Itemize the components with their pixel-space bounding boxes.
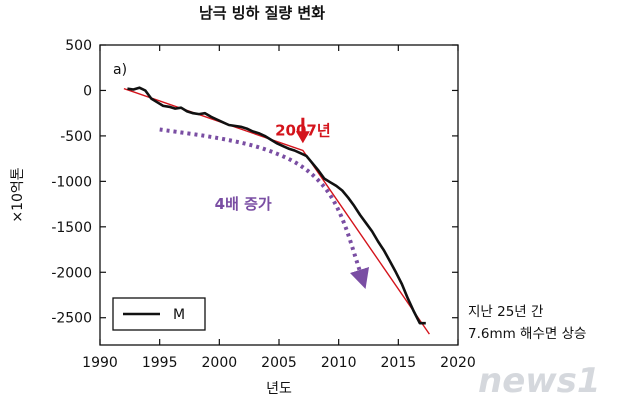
y-tick-label: -2000 <box>51 265 92 281</box>
x-tick-label: 2000 <box>202 355 238 371</box>
x-axis-ticks: 1990 1995 2000 2005 2010 2015 2020 <box>82 45 476 371</box>
y-axis-label: ×10억톤 <box>10 167 26 222</box>
news1-watermark: news1 <box>478 361 601 401</box>
x-axis-label: 년도 <box>266 381 292 397</box>
x-tick-label: 2005 <box>261 355 297 371</box>
legend: M <box>112 297 206 331</box>
red-arrow-icon <box>295 131 310 144</box>
y-tick-label: 0 <box>83 83 92 99</box>
mass-series-line <box>127 86 426 325</box>
x-tick-label: 2010 <box>321 355 357 371</box>
y-tick-label: -1000 <box>51 174 92 190</box>
note-line-2: 7.6mm 해수면 상승 <box>468 326 586 342</box>
y-axis-ticks: 500 0 -500 -1000 -1500 -2000 -2500 <box>51 38 458 327</box>
x-tick-label: 2015 <box>381 355 417 371</box>
annotation-2007: 2007년 <box>275 121 331 139</box>
legend-label-m: M <box>173 307 185 323</box>
chart-title: 남극 빙하 질량 변화 <box>199 4 325 22</box>
x-tick-label: 1990 <box>82 355 118 371</box>
y-tick-label: -500 <box>60 129 92 145</box>
note-line-1: 지난 25년 간 <box>468 304 543 320</box>
x-tick-label: 2020 <box>440 355 476 371</box>
y-tick-label: -1500 <box>51 220 92 236</box>
y-tick-label: 500 <box>65 38 92 54</box>
purple-dotted-arrow-icon <box>159 127 370 290</box>
x-tick-label: 1995 <box>142 355 178 371</box>
y-tick-label: -2500 <box>51 311 92 327</box>
annotation-four-times: 4배 증가 <box>215 195 272 213</box>
panel-label: a) <box>113 62 127 78</box>
